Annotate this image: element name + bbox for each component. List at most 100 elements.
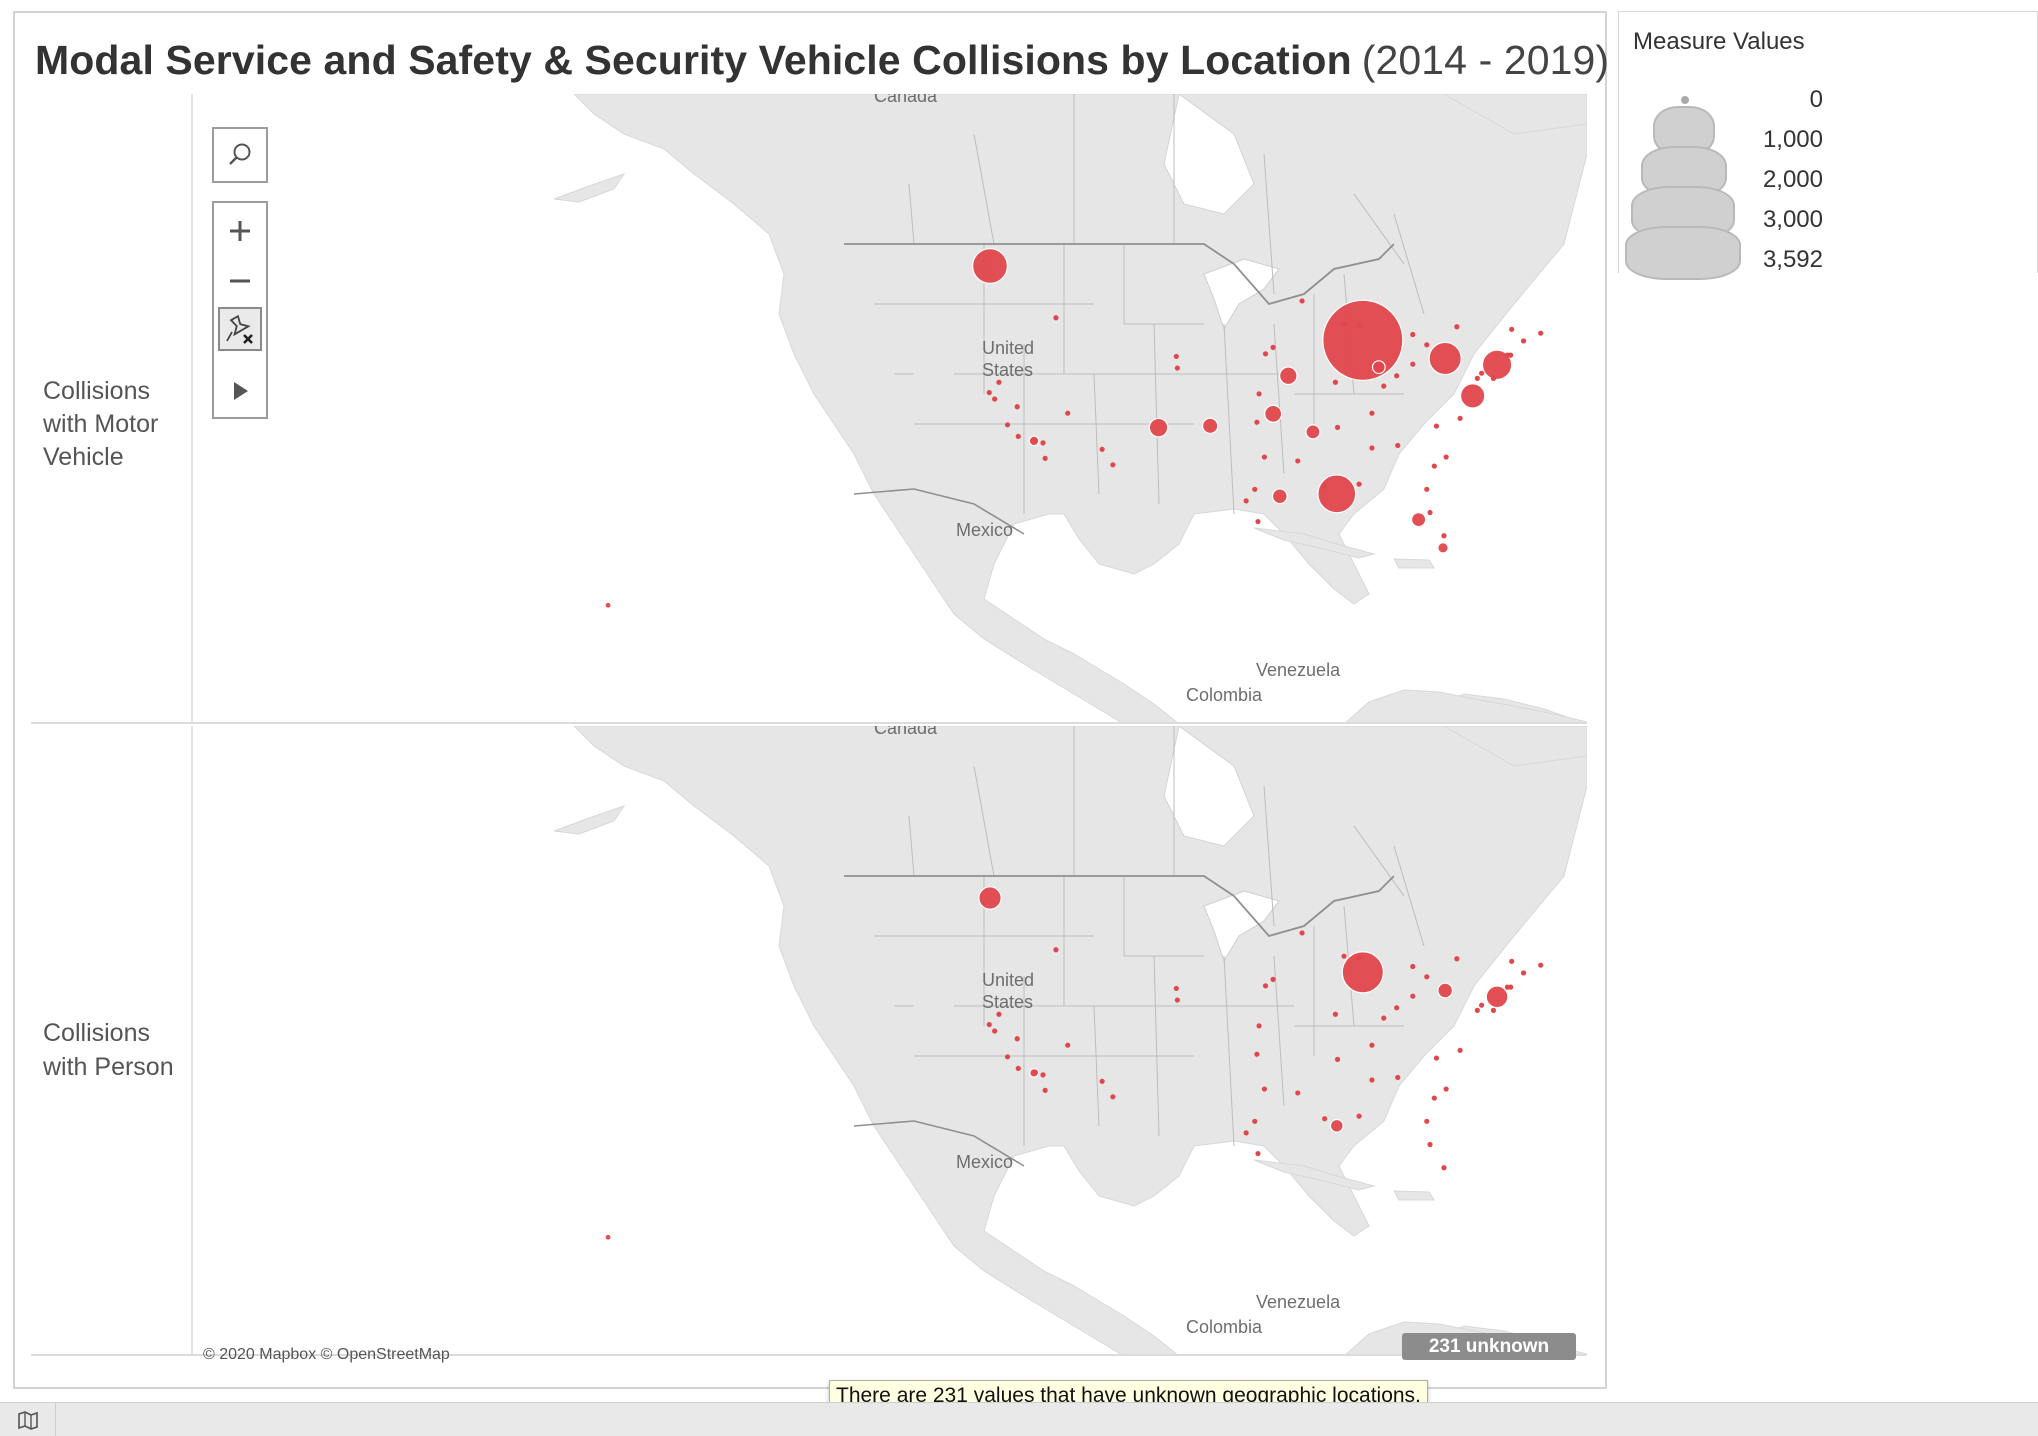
agency-dot[interactable] xyxy=(1332,379,1338,385)
agency-dot[interactable] xyxy=(1369,445,1375,451)
agency-dot[interactable] xyxy=(1270,976,1276,982)
collision-mark[interactable] xyxy=(971,247,1009,285)
collision-mark[interactable] xyxy=(604,601,612,609)
agency-dot[interactable] xyxy=(1427,509,1433,516)
agency-dot[interactable] xyxy=(1457,415,1463,421)
agency-dot[interactable] xyxy=(986,389,992,396)
agency-dot[interactable] xyxy=(1504,984,1510,990)
agency-dot[interactable] xyxy=(1394,1005,1400,1011)
agency-dot[interactable] xyxy=(1457,1047,1463,1053)
agency-dot[interactable] xyxy=(1538,330,1544,336)
agency-dot[interactable] xyxy=(1410,993,1416,999)
agency-dot[interactable] xyxy=(1341,953,1347,959)
agency-dot[interactable] xyxy=(1099,446,1105,452)
agency-dot[interactable] xyxy=(1015,433,1021,440)
unknown-locations-badge[interactable]: 231 unknown xyxy=(1402,1333,1576,1360)
agency-dot[interactable] xyxy=(1433,1055,1440,1061)
agency-dot[interactable] xyxy=(1322,1116,1328,1122)
agency-dot[interactable] xyxy=(1520,338,1527,344)
agency-dot[interactable] xyxy=(1369,1077,1375,1083)
agency-dot[interactable] xyxy=(1490,1007,1497,1013)
agency-dot[interactable] xyxy=(1255,1150,1261,1157)
agency-dot[interactable] xyxy=(992,396,998,402)
agency-dot[interactable] xyxy=(1454,956,1460,962)
collision-mark[interactable] xyxy=(1322,299,1404,381)
agency-dot[interactable] xyxy=(1262,983,1269,989)
agency-dot[interactable] xyxy=(1254,1051,1260,1057)
agency-dot[interactable] xyxy=(1174,997,1180,1003)
legend-entry[interactable]: 3,592 xyxy=(1619,226,2037,282)
agency-dot[interactable] xyxy=(1356,322,1362,329)
agency-dot[interactable] xyxy=(1042,455,1048,461)
collision-mark[interactable] xyxy=(1279,366,1298,386)
collision-mark[interactable] xyxy=(604,1233,612,1241)
agency-dot[interactable] xyxy=(1433,423,1440,429)
agency-dot[interactable] xyxy=(1173,353,1179,360)
zoom-out-button[interactable] xyxy=(218,259,262,303)
map-motor-vehicle[interactable]: Canada United States Mexico Venezuela Colombi… xyxy=(194,94,1587,722)
agency-dot[interactable] xyxy=(1427,1141,1433,1148)
reset-map-button[interactable] xyxy=(218,307,262,351)
agency-dot[interactable] xyxy=(1443,1086,1449,1092)
agency-dot[interactable] xyxy=(1032,1069,1039,1075)
agency-dot[interactable] xyxy=(1299,930,1305,936)
agency-dot[interactable] xyxy=(1254,419,1260,425)
agency-dot[interactable] xyxy=(1243,498,1249,504)
collision-mark[interactable] xyxy=(1371,360,1386,375)
agency-dot[interactable] xyxy=(1341,321,1347,327)
agency-dot[interactable] xyxy=(1015,1065,1021,1072)
agency-dot[interactable] xyxy=(1014,1036,1020,1042)
agency-dot[interactable] xyxy=(1174,365,1180,371)
agency-dot[interactable] xyxy=(1262,351,1269,357)
collision-mark[interactable] xyxy=(1329,1118,1344,1133)
agency-dot[interactable] xyxy=(1261,1086,1268,1092)
agency-dot[interactable] xyxy=(1424,486,1430,492)
agency-dot[interactable] xyxy=(1261,454,1268,460)
agency-dot[interactable] xyxy=(1441,1165,1447,1171)
agency-dot[interactable] xyxy=(1295,458,1301,464)
agency-dot[interactable] xyxy=(1443,454,1449,460)
agency-dot[interactable] xyxy=(1004,422,1011,428)
agency-dot[interactable] xyxy=(992,1028,998,1034)
agency-dot[interactable] xyxy=(1410,963,1416,970)
collision-mark[interactable] xyxy=(1305,424,1321,440)
agency-dot[interactable] xyxy=(1424,974,1430,980)
agency-dot[interactable] xyxy=(1369,1042,1375,1048)
dashboard-sheet-tab[interactable] xyxy=(0,1403,56,1436)
collision-mark[interactable] xyxy=(1437,982,1454,999)
agency-dot[interactable] xyxy=(1295,1090,1301,1096)
collision-mark[interactable] xyxy=(1341,951,1384,994)
collision-mark[interactable] xyxy=(1428,341,1462,376)
collision-mark[interactable] xyxy=(1317,474,1357,514)
collision-mark[interactable] xyxy=(1148,417,1169,438)
collision-mark[interactable] xyxy=(1271,488,1288,505)
agency-dot[interactable] xyxy=(1332,1011,1338,1017)
agency-dot[interactable] xyxy=(996,1011,1002,1017)
collision-mark[interactable] xyxy=(1459,383,1486,409)
agency-dot[interactable] xyxy=(1110,1094,1116,1100)
agency-dot[interactable] xyxy=(986,1021,992,1028)
agency-dot[interactable] xyxy=(1065,1042,1071,1048)
agency-dot[interactable] xyxy=(1410,331,1416,338)
agency-dot[interactable] xyxy=(1099,1078,1105,1084)
agency-dot[interactable] xyxy=(1356,1113,1362,1119)
map-attribution[interactable]: © 2020 Mapbox © OpenStreetMap xyxy=(203,1346,450,1363)
agency-dot[interactable] xyxy=(1474,375,1480,381)
agency-dot[interactable] xyxy=(1441,533,1447,539)
agency-dot[interactable] xyxy=(1040,1072,1046,1078)
agency-dot[interactable] xyxy=(1255,518,1261,525)
agency-dot[interactable] xyxy=(1004,1054,1011,1060)
zoom-in-button[interactable] xyxy=(218,209,262,253)
agency-dot[interactable] xyxy=(1538,962,1544,968)
agency-dot[interactable] xyxy=(1256,1023,1262,1029)
agency-dot[interactable] xyxy=(1243,1130,1249,1136)
agency-dot[interactable] xyxy=(1395,442,1401,449)
agency-dot[interactable] xyxy=(1173,985,1179,992)
agency-dot[interactable] xyxy=(1490,375,1497,381)
agency-dot[interactable] xyxy=(1110,462,1116,468)
legend-entry[interactable]: 0 xyxy=(1619,82,2037,122)
collision-mark[interactable] xyxy=(1264,404,1283,423)
agency-dot[interactable] xyxy=(1504,352,1510,358)
agency-dot[interactable] xyxy=(1454,324,1460,330)
collision-mark[interactable] xyxy=(1411,512,1427,528)
